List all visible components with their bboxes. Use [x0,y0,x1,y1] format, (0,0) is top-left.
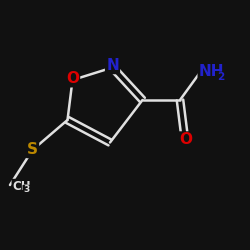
Text: O: O [66,71,79,86]
Text: N: N [106,58,119,73]
Text: 3: 3 [23,186,30,194]
Text: O: O [180,132,193,148]
Text: NH: NH [199,64,224,79]
Text: CH: CH [12,180,31,193]
Text: S: S [27,142,38,157]
Text: 2: 2 [217,72,224,83]
